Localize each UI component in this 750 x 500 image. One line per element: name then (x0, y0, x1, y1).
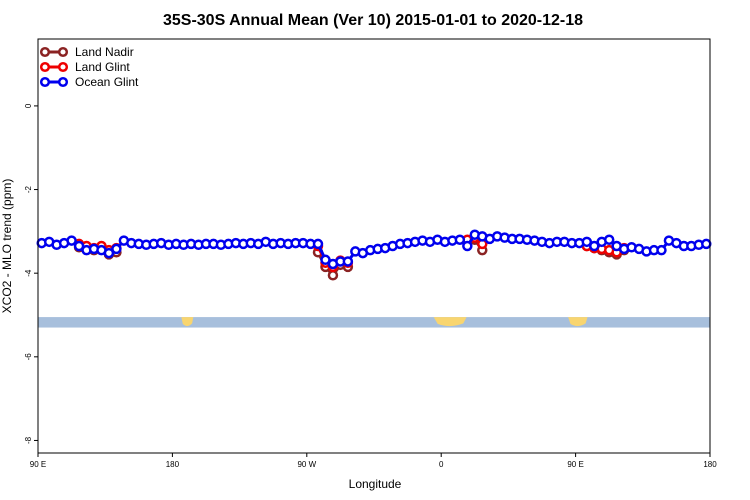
plot-frame (37, 38, 711, 454)
x-tick-label: 90 E (30, 460, 46, 469)
data-point (462, 240, 473, 252)
y-axis: 0 -2 -4 -6 -8 (24, 103, 38, 444)
x-tick-label: 90 W (297, 460, 316, 469)
y-tick-label: -4 (24, 269, 33, 277)
land-patch (433, 317, 467, 327)
series-ocean-glint (36, 229, 712, 270)
x-tick-label: 0 (439, 460, 444, 469)
land-patch (181, 317, 194, 327)
y-tick-label: -2 (24, 185, 33, 193)
data-point (73, 240, 85, 252)
legend-item: Land Nadir (39, 45, 134, 59)
data-point (656, 244, 667, 256)
legend-item: Ocean Glint (39, 75, 139, 89)
data-point (111, 243, 122, 255)
legend-marker (57, 61, 69, 73)
data-point (701, 238, 712, 250)
data-point (589, 240, 600, 252)
data-point (327, 270, 339, 281)
legend-marker (57, 46, 69, 58)
data-point (103, 247, 115, 259)
ocean-band (38, 317, 710, 328)
x-axis-label: Longitude (349, 477, 402, 491)
plot-area (36, 229, 712, 281)
coastline-map-strip (38, 317, 710, 328)
data-point (342, 256, 354, 267)
legend-label: Land Nadir (75, 45, 134, 59)
data-point (312, 238, 324, 250)
chart-title: 35S-30S Annual Mean (Ver 10) 2015-01-01 … (163, 12, 583, 29)
legend-marker (39, 76, 51, 88)
data-point (320, 254, 331, 266)
x-tick-label: 180 (166, 460, 180, 469)
y-tick-label: -8 (24, 436, 33, 444)
y-axis-label: XCO2 - MLO trend (ppm) (0, 179, 14, 314)
legend-marker (57, 76, 69, 88)
y-tick-label: -6 (24, 353, 33, 361)
y-tick-label: 0 (24, 103, 33, 108)
data-point (454, 234, 466, 245)
legend-marker (39, 46, 51, 58)
legend-item: Land Glint (39, 60, 130, 74)
legend-marker (39, 61, 51, 73)
x-tick-label: 90 E (567, 460, 583, 469)
data-point (603, 234, 615, 245)
land-patch (568, 317, 588, 327)
x-tick-label: 180 (703, 460, 717, 469)
data-point (66, 235, 77, 246)
legend-label: Ocean Glint (75, 75, 139, 89)
data-point (581, 236, 593, 248)
legend-label: Land Glint (75, 60, 130, 74)
x-axis: 90 E 180 90 W 0 90 E 180 (30, 453, 717, 469)
